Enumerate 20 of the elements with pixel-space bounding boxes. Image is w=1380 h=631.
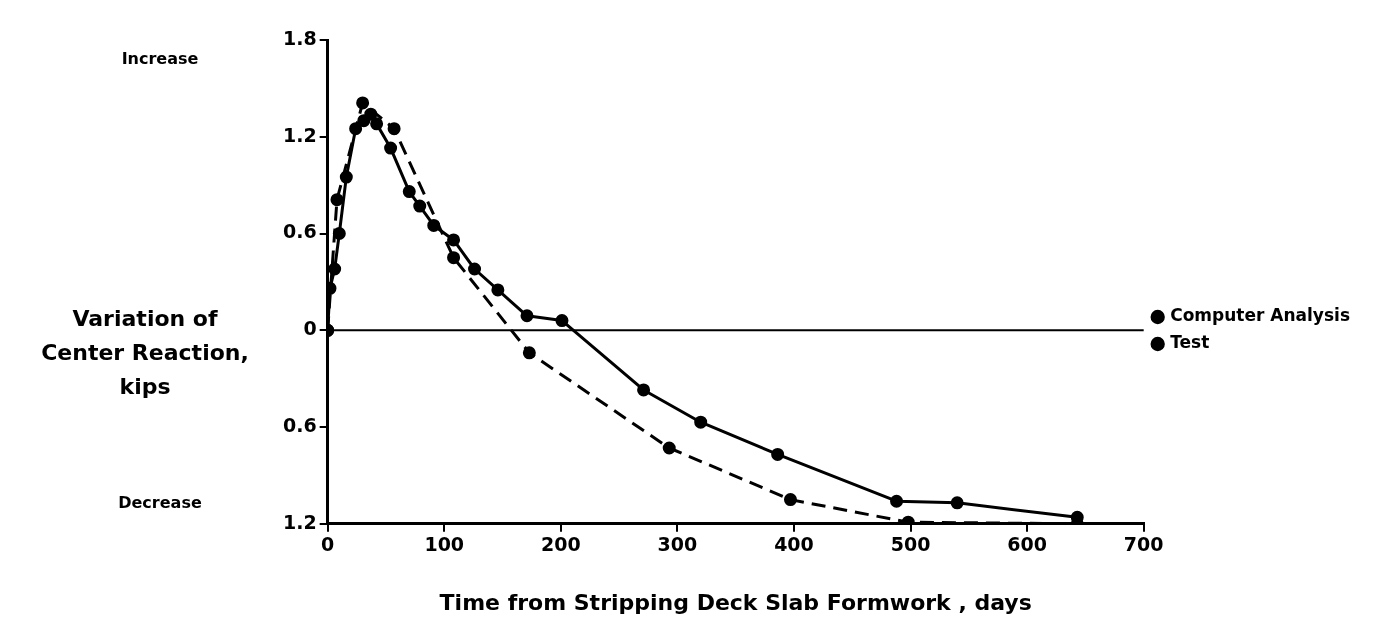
legend-label: Test [1170,332,1210,353]
x-tick-label: 600 [1007,533,1047,556]
x-tick-label: 0 [321,533,335,556]
text: Decrease [118,492,202,512]
y-axis-title: Variation of Center Reaction, kips [41,306,249,399]
x-tick-label: 400 [774,533,814,556]
y-tick-label: 1.8 [282,26,317,49]
y-tick-label: 0 [303,317,317,340]
y-tick-label: 0.6 [282,220,317,243]
x-tick-label: 200 [540,533,581,556]
x-tick-label: 100 [424,533,465,556]
x-tick-label: 700 [1123,533,1164,556]
y-tick-label: 0.6 [282,413,317,436]
x-tick-label: 300 [657,533,698,556]
y-tick-label: 1.2 [282,510,317,533]
x-tick-label: 500 [890,533,931,556]
legend-label: Computer Analysis [1170,305,1351,326]
x-axis-title: Time from Stripping Deck Slab Formwork , days [439,589,1032,615]
text: Increase [121,49,199,69]
y-tick-label: 1.2 [282,123,317,146]
